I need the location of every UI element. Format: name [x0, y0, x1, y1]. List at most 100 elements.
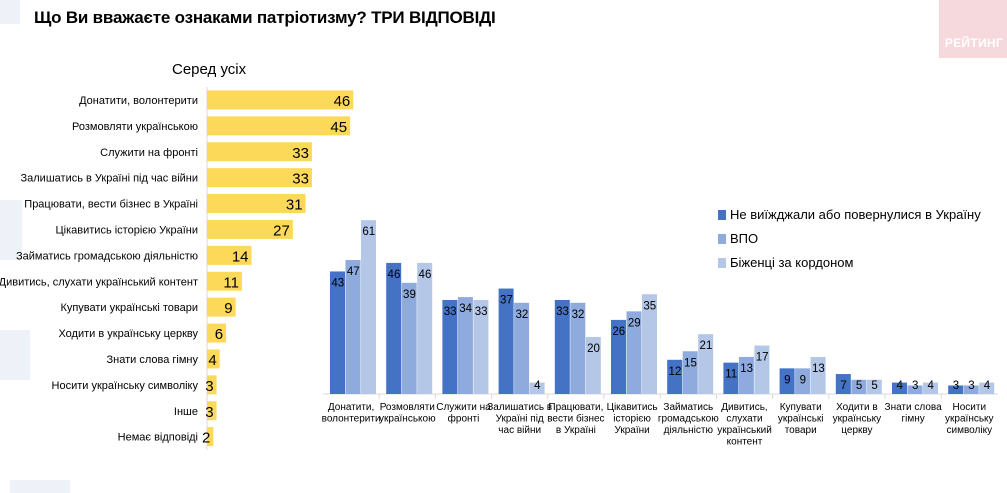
right-bar-value-label: 33 — [556, 306, 569, 318]
left-bar-value-label: 46 — [334, 93, 351, 110]
left-bar — [207, 245, 252, 265]
right-bar-value-label: 9 — [800, 374, 806, 386]
right-bar-value-label: 11 — [725, 369, 737, 381]
right-bar-value-label: 4 — [984, 380, 991, 392]
legend-swatch — [718, 210, 726, 220]
left-bar — [207, 168, 312, 188]
left-bar-value-label: 2 — [202, 430, 210, 447]
background-decoration — [0, 0, 20, 24]
left-bar-value-label: 11 — [223, 274, 239, 291]
right-bar — [979, 382, 995, 394]
right-category-label: Донатити, — [328, 402, 374, 413]
right-category-label: слухати — [726, 414, 762, 425]
right-bar-value-label: 34 — [459, 303, 472, 315]
left-bar — [207, 271, 242, 291]
right-category-label: український — [717, 425, 772, 436]
right-bar-value-label: 39 — [403, 289, 416, 301]
brand-logo-text: РЕЙТИНГ — [944, 36, 1003, 50]
right-bar — [963, 385, 979, 394]
right-bar — [851, 379, 867, 394]
right-bar — [330, 271, 345, 394]
right-bar-value-label: 46 — [388, 269, 401, 281]
left-category-label: Цікавитись історією України — [56, 224, 198, 236]
right-bar-value-label: 5 — [856, 380, 862, 392]
right-bar — [554, 299, 570, 394]
right-bar — [698, 334, 714, 394]
right-bar-value-label: 4 — [928, 380, 935, 392]
left-chart-title: Серед усіх — [172, 61, 247, 78]
right-bar — [667, 359, 683, 394]
right-bar — [401, 282, 417, 394]
left-bar — [207, 116, 351, 136]
right-bar-value-label: 5 — [871, 380, 877, 392]
right-category-label: в Україні — [556, 425, 596, 436]
right-bar — [892, 382, 907, 394]
left-category-label: Служити на фронті — [100, 147, 198, 159]
left-bar — [207, 142, 312, 162]
right-category-label: Залишатись в — [487, 402, 552, 413]
left-category-label: Купувати українські товари — [60, 302, 198, 314]
background-decoration — [10, 480, 70, 493]
left-category-label: Немає відповіді — [118, 432, 198, 444]
right-category-label: Купувати — [780, 402, 822, 413]
right-bar — [723, 362, 739, 394]
right-bar — [810, 356, 826, 394]
right-bar — [738, 356, 754, 394]
right-bar — [642, 294, 657, 394]
left-category-label: Носити українську символіку — [52, 380, 199, 392]
right-bar-value-label: 32 — [515, 309, 528, 321]
right-category-label: фронті — [448, 413, 480, 425]
right-category-label: церкву — [841, 425, 872, 436]
right-category-label: Цікавитись — [607, 402, 658, 413]
right-bar-value-label: 4 — [534, 380, 541, 392]
left-category-label: Залишатись в Україні під час війни — [21, 173, 199, 185]
right-category-label: Носити — [953, 402, 987, 413]
legend-swatch — [718, 234, 726, 244]
legend-item-2: ВПО — [718, 231, 758, 246]
left-bar-value-label: 3 — [205, 404, 213, 421]
right-bar-value-label: 33 — [475, 306, 488, 318]
right-bar — [626, 311, 642, 394]
right-category-label: контент — [727, 437, 763, 448]
left-bar-value-label: 45 — [330, 119, 347, 136]
right-category-label: громадською — [658, 414, 719, 425]
right-bar — [473, 299, 489, 394]
left-category-label: Займатись громадською діяльністю — [16, 250, 198, 262]
right-bar-value-label: 12 — [669, 366, 682, 378]
left-bar-value-label: 31 — [286, 197, 303, 214]
right-category-label: України — [614, 425, 649, 436]
right-bar-value-label: 33 — [444, 306, 457, 318]
right-bar — [498, 288, 514, 394]
right-bar-value-label: 37 — [500, 295, 513, 307]
right-bar-value-label: 21 — [700, 340, 713, 352]
legend-item-1: Не виїжджали або повернулися в Україну — [718, 207, 981, 222]
left-category-label: Інше — [174, 406, 198, 418]
left-bar — [207, 219, 293, 239]
left-bar — [207, 401, 217, 421]
right-bar-value-label: 43 — [331, 277, 344, 289]
right-bar-value-label: 61 — [362, 226, 375, 238]
right-bar — [779, 368, 795, 394]
right-bar-value-label: 3 — [953, 380, 959, 392]
right-bar — [361, 220, 376, 394]
left-category-label: Розмовляти українською — [72, 121, 198, 133]
right-bar — [948, 385, 964, 394]
right-bar — [611, 319, 626, 394]
right-category-label: Ходити в — [836, 402, 878, 413]
left-bar-value-label: 6 — [215, 326, 223, 343]
right-category-label: українську — [945, 414, 994, 425]
right-category-label: гімну — [901, 414, 924, 425]
legend-item-3: Біженці за кордоном — [718, 255, 853, 270]
background-decoration — [0, 330, 30, 380]
left-bar — [207, 323, 227, 343]
right-category-label: символіку — [947, 425, 993, 436]
right-category-label: Служити на — [436, 402, 491, 413]
right-bar-value-label: 32 — [572, 309, 585, 321]
right-category-label: українську — [833, 414, 882, 425]
right-bar-value-label: 46 — [419, 269, 432, 281]
legend-label: Біженці за кордоном — [730, 255, 854, 270]
left-category-label: Ходити в українську церкву — [58, 328, 198, 340]
right-bar — [585, 337, 601, 394]
left-bar — [207, 90, 354, 110]
